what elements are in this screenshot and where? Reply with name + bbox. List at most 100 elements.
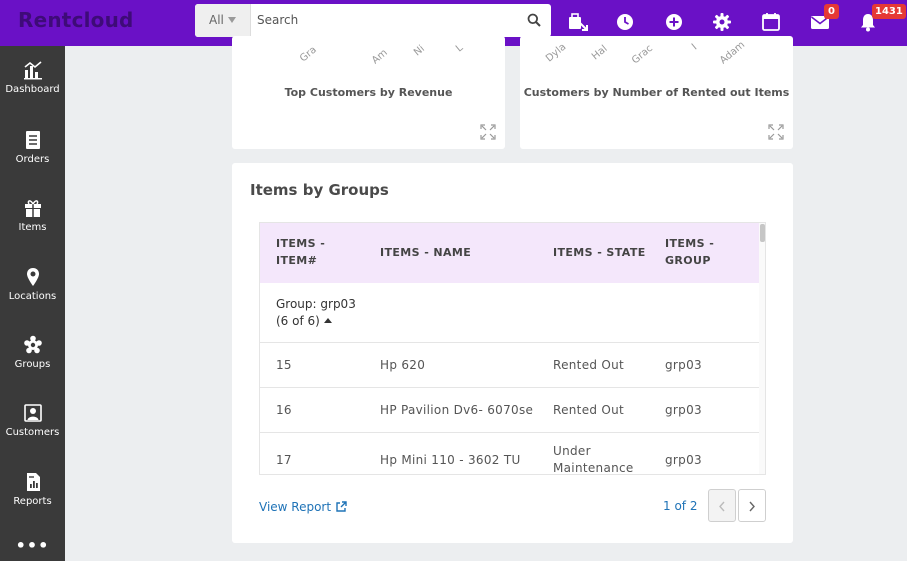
pagination-info: 1 of 2 [663,499,698,513]
cell-item-name: Hp 620 [380,358,426,372]
notification-count-badge: 1431 [872,4,906,19]
previous-page-button[interactable] [708,489,736,522]
group-count: (6 of 6) [276,314,320,328]
column-header-line: ITEM# [276,254,318,267]
view-report-link[interactable]: View Report [259,500,347,514]
chevron-left-icon [719,501,725,512]
column-header-item-name[interactable]: ITEMS - NAME [380,244,471,261]
search-filter-dropdown[interactable]: All [195,4,251,37]
column-header-item-state[interactable]: ITEMS - STATE [553,244,646,261]
axis-tick-label: Ni [412,43,427,59]
card-title: Items by Groups [250,181,389,199]
add-icon[interactable] [663,11,685,33]
cell-item-state-line: Under [553,444,591,458]
dashboard-icon [23,61,42,80]
group-label: Group: grp03 (6 of 6) [276,296,356,330]
view-report-label: View Report [259,500,332,514]
sidebar: Dashboard Orders Items Locations [0,46,65,561]
orders-icon [25,131,40,149]
axis-tick-label: L [454,42,466,55]
search-icon[interactable] [527,13,541,27]
sidebar-item-label: Groups [14,359,51,370]
sidebar-item-label: Locations [8,291,57,302]
collapse-caret-icon[interactable] [323,318,332,323]
items-icon [24,200,41,217]
notifications-button[interactable]: 1431 [857,4,906,33]
mail-count-badge: 0 [824,4,839,19]
location-pin-icon [26,268,39,286]
axis-tick-label: Adam [718,39,748,67]
table-row[interactable]: 17 Hp Mini 110 - 3602 TU Under Maintenan… [260,433,760,475]
cell-item-state-line: Maintenance [553,461,634,475]
top-customers-revenue-card: Gra Am Ni L Top Customers by Revenue [232,36,505,149]
items-table: ITEMS - ITEM# ITEMS - NAME ITEMS - STATE… [259,222,766,475]
expand-icon[interactable] [768,124,784,140]
sidebar-item-reports[interactable]: Reports [0,472,65,532]
cell-item-state: Rented Out [553,403,625,417]
sidebar-item-label: Reports [13,496,52,507]
mail-button[interactable]: 0 [809,4,839,33]
cell-item-name: Hp Mini 110 - 3602 TU [380,453,521,467]
scrollbar-thumb[interactable] [760,224,765,242]
axis-tick-label: Dyla [544,41,569,65]
search-input[interactable] [257,10,517,30]
app-logo-text: Rentcloud [18,8,134,32]
search-filter-label: All [209,13,224,27]
sidebar-item-label: Customers [5,427,60,438]
expand-icon[interactable] [480,124,496,140]
checkout-icon[interactable] [567,11,589,33]
next-page-button[interactable] [738,489,766,522]
table-row[interactable]: 15 Hp 620 Rented Out grp03 [260,343,760,388]
sidebar-item-label: Dashboard [5,84,60,95]
app-logo[interactable]: Rentcloud [0,0,133,46]
items-by-groups-card: Items by Groups ITEMS - ITEM# ITEMS - NA… [232,163,793,543]
customers-rented-items-card: Dyla Hal Grac I Adam Customers by Number… [520,36,793,149]
bell-icon [861,14,875,32]
cell-item-group: grp03 [665,453,702,467]
search-box: All [195,4,551,37]
external-link-icon [336,501,347,512]
axis-tick-label: I [690,42,700,53]
sidebar-item-items[interactable]: Items [0,198,65,258]
caret-down-icon [227,17,236,23]
cell-item-group: grp03 [665,403,702,417]
table-scrollbar[interactable] [759,223,765,474]
axis-tick-label: Grac [630,42,656,67]
sidebar-item-orders[interactable]: Orders [0,130,65,190]
clock-icon[interactable] [614,11,636,33]
group-row[interactable]: Group: grp03 (6 of 6) [260,283,760,343]
reports-icon [26,473,40,491]
axis-tick-label: Am [370,47,390,67]
cell-item-name: HP Pavilion Dv6- 6070se [380,403,534,417]
column-header-line: ITEMS - STATE [553,246,646,259]
chevron-right-icon [749,501,755,512]
sidebar-item-locations[interactable]: Locations [0,267,65,327]
column-header-item-number[interactable]: ITEMS - ITEM# [276,235,325,269]
table-header: ITEMS - ITEM# ITEMS - NAME ITEMS - STATE… [260,223,760,283]
cell-item-state: Rented Out [553,358,625,372]
group-name: Group: grp03 [276,297,356,311]
cell-item-number: 15 [276,358,292,372]
column-header-line: ITEMS - NAME [380,246,472,259]
cell-item-number: 17 [276,453,292,467]
column-header-line: GROUP [665,254,711,267]
gear-icon[interactable] [711,11,733,33]
column-header-line: ITEMS - [665,237,715,250]
sidebar-item-groups[interactable]: Groups [0,335,65,395]
column-header-item-group[interactable]: ITEMS - GROUP [665,235,714,269]
sidebar-item-label: Orders [15,154,50,165]
table-row[interactable]: 16 HP Pavilion Dv6- 6070se Rented Out gr… [260,388,760,433]
more-menu-button[interactable]: ••• [15,536,50,555]
sidebar-item-customers[interactable]: Customers [0,403,65,463]
cell-item-state: Under Maintenance [553,443,634,475]
cell-item-group: grp03 [665,358,702,372]
chart-caption: Top Customers by Revenue [284,86,453,99]
groups-icon [23,335,42,354]
chart-caption: Customers by Number of Rented out Items [523,86,790,99]
mail-icon [811,16,829,29]
calendar-icon[interactable] [760,11,782,33]
sidebar-item-dashboard[interactable]: Dashboard [0,60,65,120]
axis-tick-label: Gra [298,44,319,65]
axis-tick-label: Hal [590,43,610,63]
sidebar-item-label: Items [18,222,47,233]
